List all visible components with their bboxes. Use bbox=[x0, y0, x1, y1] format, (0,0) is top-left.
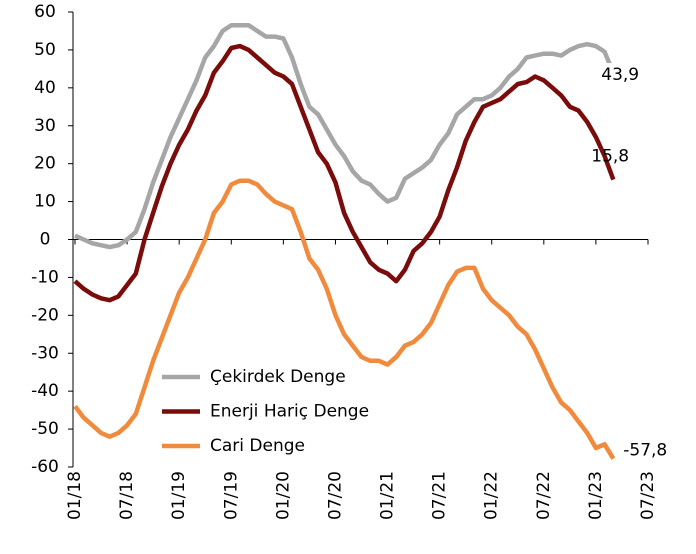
x-tick-label: 07/23 bbox=[638, 471, 658, 520]
series-line bbox=[73, 178, 616, 460]
series-line bbox=[73, 43, 616, 303]
x-tick-label: 01/19 bbox=[169, 471, 189, 520]
legend-label: Çekirdek Denge bbox=[210, 367, 346, 387]
series-line bbox=[74, 23, 616, 250]
y-tick-label: -50 bbox=[31, 419, 59, 439]
y-tick-label: -10 bbox=[31, 267, 59, 287]
x-tick-label: 07/19 bbox=[221, 471, 241, 520]
y-tick-label: 10 bbox=[34, 192, 56, 212]
y-tick-label: 40 bbox=[34, 78, 56, 98]
x-tick-label: 01/20 bbox=[273, 471, 293, 520]
y-tick-label: 30 bbox=[34, 116, 56, 136]
end-label: -57,8 bbox=[623, 441, 667, 461]
x-tick-label: 07/21 bbox=[430, 471, 450, 520]
legend-label: Cari Denge bbox=[210, 436, 305, 456]
y-tick-label: -60 bbox=[31, 457, 59, 477]
end-label: 43,9 bbox=[601, 65, 639, 85]
x-tick-label: 01/18 bbox=[65, 471, 85, 520]
y-tick-label: 60 bbox=[34, 2, 56, 22]
legend-label: Enerji Hariç Denge bbox=[210, 402, 369, 422]
x-tick-label: 07/20 bbox=[325, 471, 345, 520]
y-tick-label: 50 bbox=[34, 40, 56, 60]
x-tick-label: 01/23 bbox=[586, 471, 606, 520]
y-tick-label: -20 bbox=[31, 305, 59, 325]
y-tick-label: -40 bbox=[31, 381, 59, 401]
y-tick-label: 20 bbox=[34, 154, 56, 174]
label-bg bbox=[599, 63, 658, 88]
y-tick-label: 0 bbox=[40, 230, 51, 250]
y-tick-label: -30 bbox=[31, 343, 59, 363]
x-tick-label: 01/21 bbox=[378, 471, 398, 520]
x-tick-label: 01/22 bbox=[482, 471, 502, 520]
x-tick-label: 07/22 bbox=[534, 471, 554, 520]
x-tick-label: 07/18 bbox=[117, 471, 137, 520]
end-label: 15,8 bbox=[591, 147, 629, 167]
